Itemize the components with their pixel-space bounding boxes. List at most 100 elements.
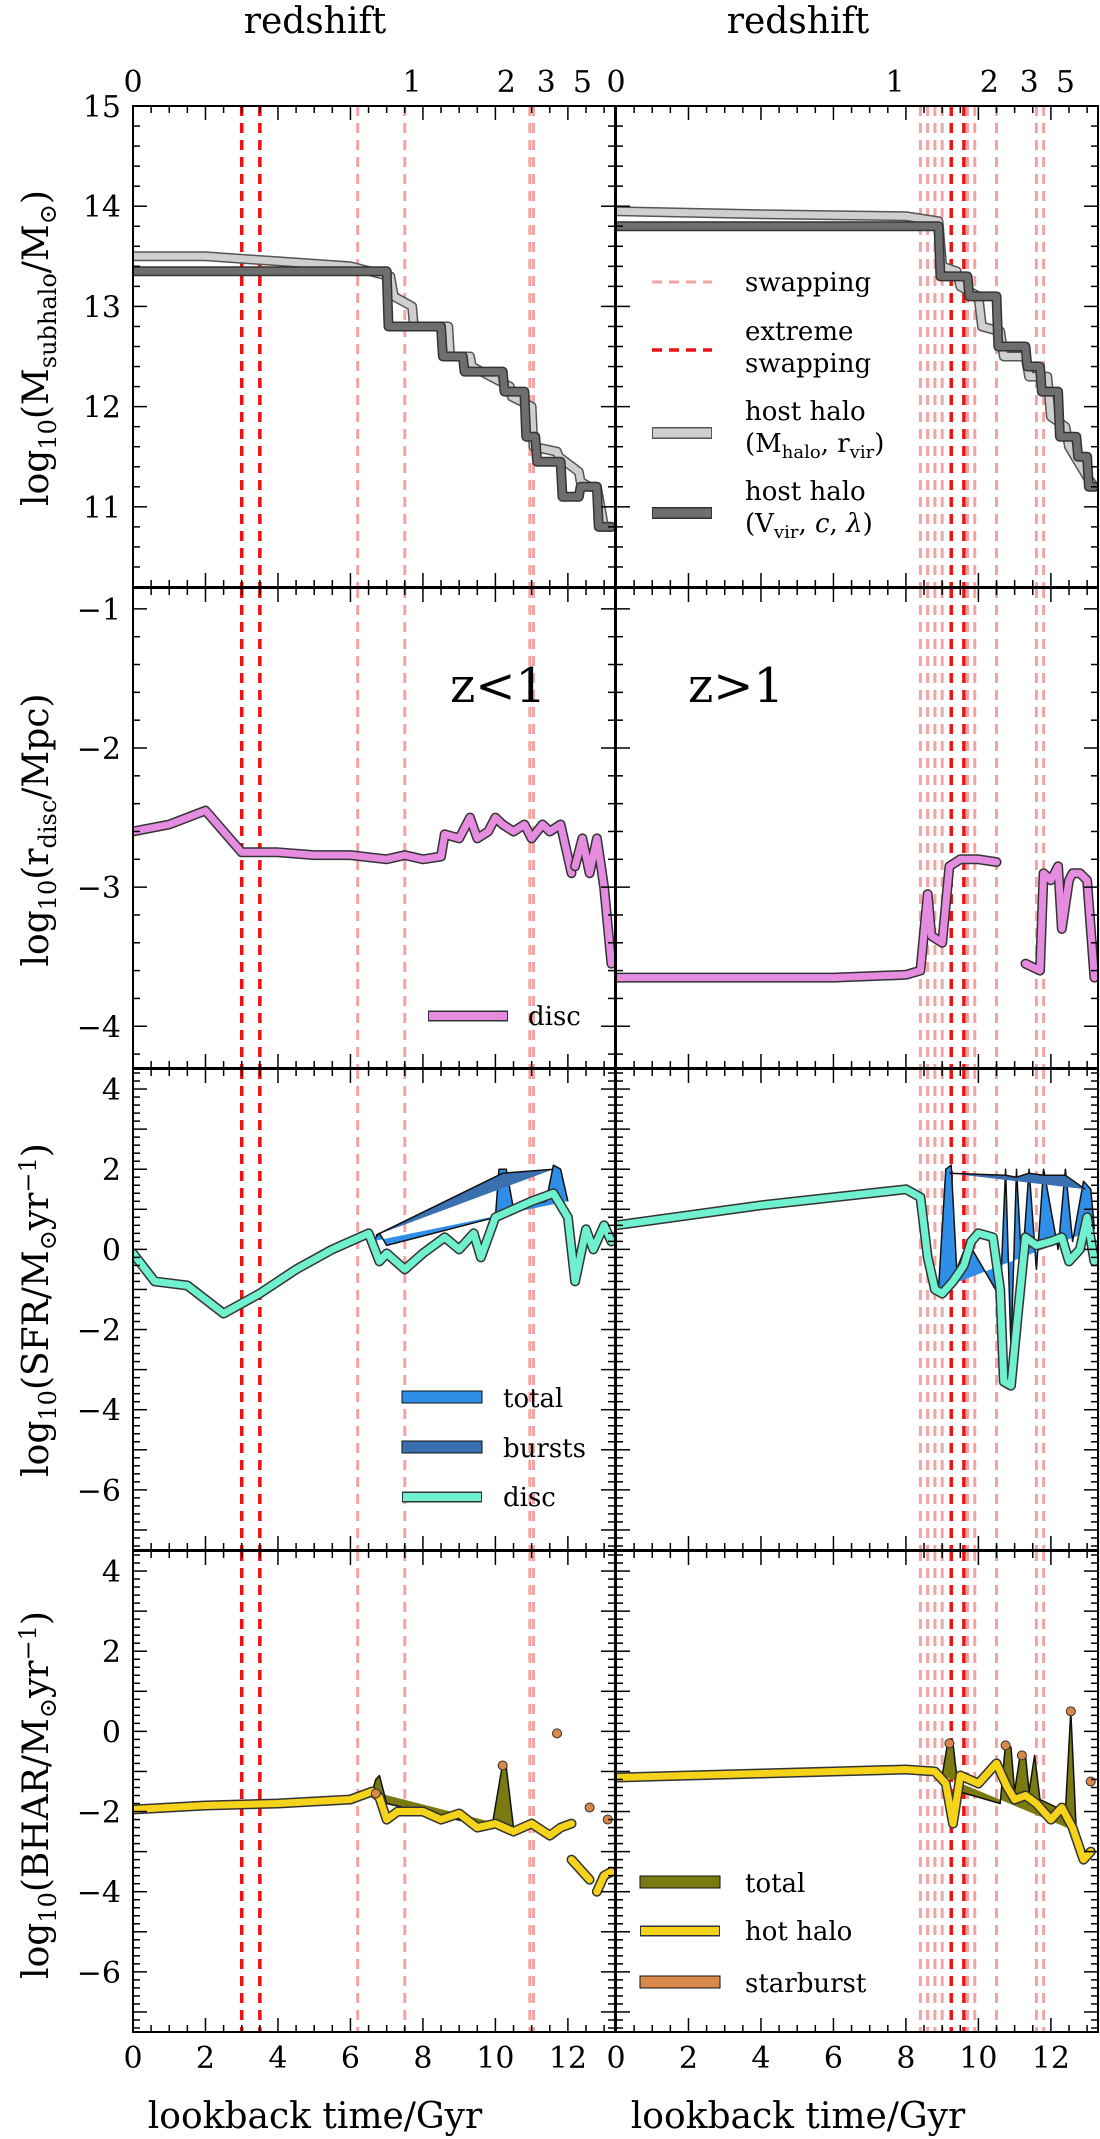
series-host-halo-vvir-c--line bbox=[616, 222, 1098, 491]
y-tick-label: 2 bbox=[102, 1153, 121, 1188]
bottom-axis-label-left: lookback time/Gyr bbox=[148, 2096, 483, 2137]
legend-bhar-starburst: starburst bbox=[745, 1969, 867, 1999]
redshift-tick-label: 5 bbox=[1056, 65, 1075, 100]
legend-host-light-line1: host halo bbox=[745, 397, 866, 427]
series-starburst-point bbox=[497, 1760, 508, 1771]
y-tick-label: 4 bbox=[102, 1073, 121, 1108]
series-starburst-point bbox=[552, 1728, 563, 1739]
x-tick-label: 10 bbox=[959, 2041, 997, 2076]
series-starburst-point bbox=[944, 1738, 955, 1749]
panel-0-1: −4 −3 −2 −1 bbox=[77, 587, 616, 1069]
series-total-area bbox=[941, 1710, 1078, 1832]
y-tick-label: −1 bbox=[77, 593, 121, 628]
legend-sfr-bursts: bursts bbox=[503, 1434, 586, 1464]
redshift-tick-label: 0 bbox=[123, 65, 142, 100]
panel-frame bbox=[615, 1068, 1099, 1551]
panel-content bbox=[616, 106, 1098, 587]
series-hot-halo-line bbox=[616, 1759, 1095, 1864]
legend-rdisc-disc: disc bbox=[528, 1002, 581, 1032]
ylabel-sfr: log10(SFR/M⊙yr−1) bbox=[14, 1143, 62, 1477]
series-disc-outline bbox=[133, 805, 577, 879]
y-tick-label: 0 bbox=[102, 1233, 121, 1268]
series-total-area bbox=[371, 1164, 569, 1247]
x-tick-label: 12 bbox=[549, 2041, 587, 2076]
y-tick-label: −4 bbox=[77, 1010, 121, 1045]
panel-content bbox=[616, 1069, 1098, 1550]
y-tick-label: 14 bbox=[83, 190, 121, 225]
redshift-tick-label: 0 bbox=[606, 65, 625, 100]
series-disc-line bbox=[133, 807, 575, 877]
legend-swatch-bhar-starburst bbox=[639, 1975, 721, 1989]
x-tick-label: 10 bbox=[476, 2041, 514, 2076]
series-bursts-area bbox=[949, 1172, 1086, 1190]
redshift-tick-label: 3 bbox=[537, 65, 556, 100]
legend-swapping: swapping bbox=[745, 268, 871, 298]
legend-host-dark-line1: host halo bbox=[745, 477, 866, 507]
legend-swatch-sfr-bursts bbox=[401, 1440, 483, 1454]
panel-content bbox=[133, 588, 615, 1068]
series-host-halo-vvir-c--line bbox=[133, 267, 615, 531]
series-starburst-point bbox=[1016, 1750, 1027, 1761]
x-tick-label: 4 bbox=[268, 2041, 287, 2076]
legend-extreme-line1: extreme bbox=[745, 317, 853, 347]
redshift-tick-label: 1 bbox=[886, 65, 905, 100]
series-disc-line bbox=[616, 855, 1000, 982]
panel-frame bbox=[132, 105, 616, 588]
redshift-tick-label: 3 bbox=[1020, 65, 1039, 100]
redshift-tick-label: 1 bbox=[403, 65, 422, 100]
redshift-tick-label: 2 bbox=[497, 65, 516, 100]
series-starburst-point bbox=[1065, 1706, 1076, 1717]
panel-label-left: z<1 bbox=[450, 658, 546, 714]
series-bursts-area bbox=[375, 1168, 554, 1236]
mass-legend: swapping extreme swapping host halo (Mha… bbox=[652, 268, 884, 543]
ylabel-bhar: log10(BHAR/M⊙yr−1) bbox=[14, 1611, 62, 1979]
series-host-halo-vvir-c--outline bbox=[133, 266, 615, 532]
panel-frame bbox=[615, 1550, 1099, 2033]
y-tick-label: −6 bbox=[77, 1956, 121, 1991]
panel-1-1 bbox=[615, 587, 1099, 1069]
series-hot-halo-line bbox=[133, 1788, 575, 1840]
series-disc-line bbox=[1022, 862, 1098, 982]
series-hot-halo-line bbox=[568, 1856, 594, 1884]
panel-1-3: 0 2 4 6 8 10 12 bbox=[606, 1550, 1099, 2076]
redshift-tick-label: 2 bbox=[980, 65, 999, 100]
y-tick-label: 0 bbox=[102, 1715, 121, 1750]
series-disc-line bbox=[616, 1185, 1098, 1390]
legend-host-light-line2: (Mhalo, rvir) bbox=[745, 429, 884, 463]
series-disc-line bbox=[571, 834, 615, 968]
ylabel-rdisc: log10(rdisc/Mpc) bbox=[16, 693, 62, 966]
panel-content bbox=[133, 106, 615, 587]
x-tick-label: 2 bbox=[679, 2041, 698, 2076]
panel-content bbox=[133, 1069, 615, 1550]
y-tick-label: −4 bbox=[77, 1876, 121, 1911]
top-axis-label-left: redshift bbox=[244, 1, 387, 42]
series-disc-outline bbox=[616, 854, 1002, 983]
legend-swatch-sfr-total bbox=[401, 1390, 483, 1404]
panel-0-2: −6 −4 −2 0 2 4 bbox=[77, 1068, 616, 1551]
x-tick-label: 6 bbox=[341, 2041, 360, 2076]
panel-1-2 bbox=[615, 1068, 1099, 1551]
series-starburst-point bbox=[584, 1802, 595, 1813]
series-disc-line bbox=[133, 1189, 615, 1317]
legend-sfr-total: total bbox=[503, 1384, 563, 1414]
bottom-axis-label-right: lookback time/Gyr bbox=[631, 2096, 966, 2137]
x-tick-label: 12 bbox=[1032, 2041, 1070, 2076]
legend-sfr-disc: disc bbox=[503, 1483, 556, 1513]
y-tick-label: 11 bbox=[83, 491, 121, 526]
ylabel-mass: log10(Msubhalo/M⊙) bbox=[16, 190, 62, 506]
panel-content bbox=[616, 588, 1098, 1068]
redshift-tick-label: 5 bbox=[573, 65, 592, 100]
x-tick-label: 0 bbox=[123, 2041, 142, 2076]
series-starburst-point bbox=[370, 1788, 381, 1799]
y-tick-label: −2 bbox=[77, 1314, 121, 1349]
y-tick-label: 15 bbox=[83, 90, 121, 125]
x-tick-label: 6 bbox=[824, 2041, 843, 2076]
panel-label-right: z>1 bbox=[688, 658, 784, 714]
legend-extreme-line2: swapping bbox=[745, 349, 871, 379]
panel-0-3: −6 −4 −2 0 2 4 0 2 4 6 8 10 12 bbox=[77, 1550, 616, 2076]
panel-content bbox=[133, 1551, 615, 2032]
sfr-legend: total bursts disc bbox=[401, 1384, 586, 1513]
